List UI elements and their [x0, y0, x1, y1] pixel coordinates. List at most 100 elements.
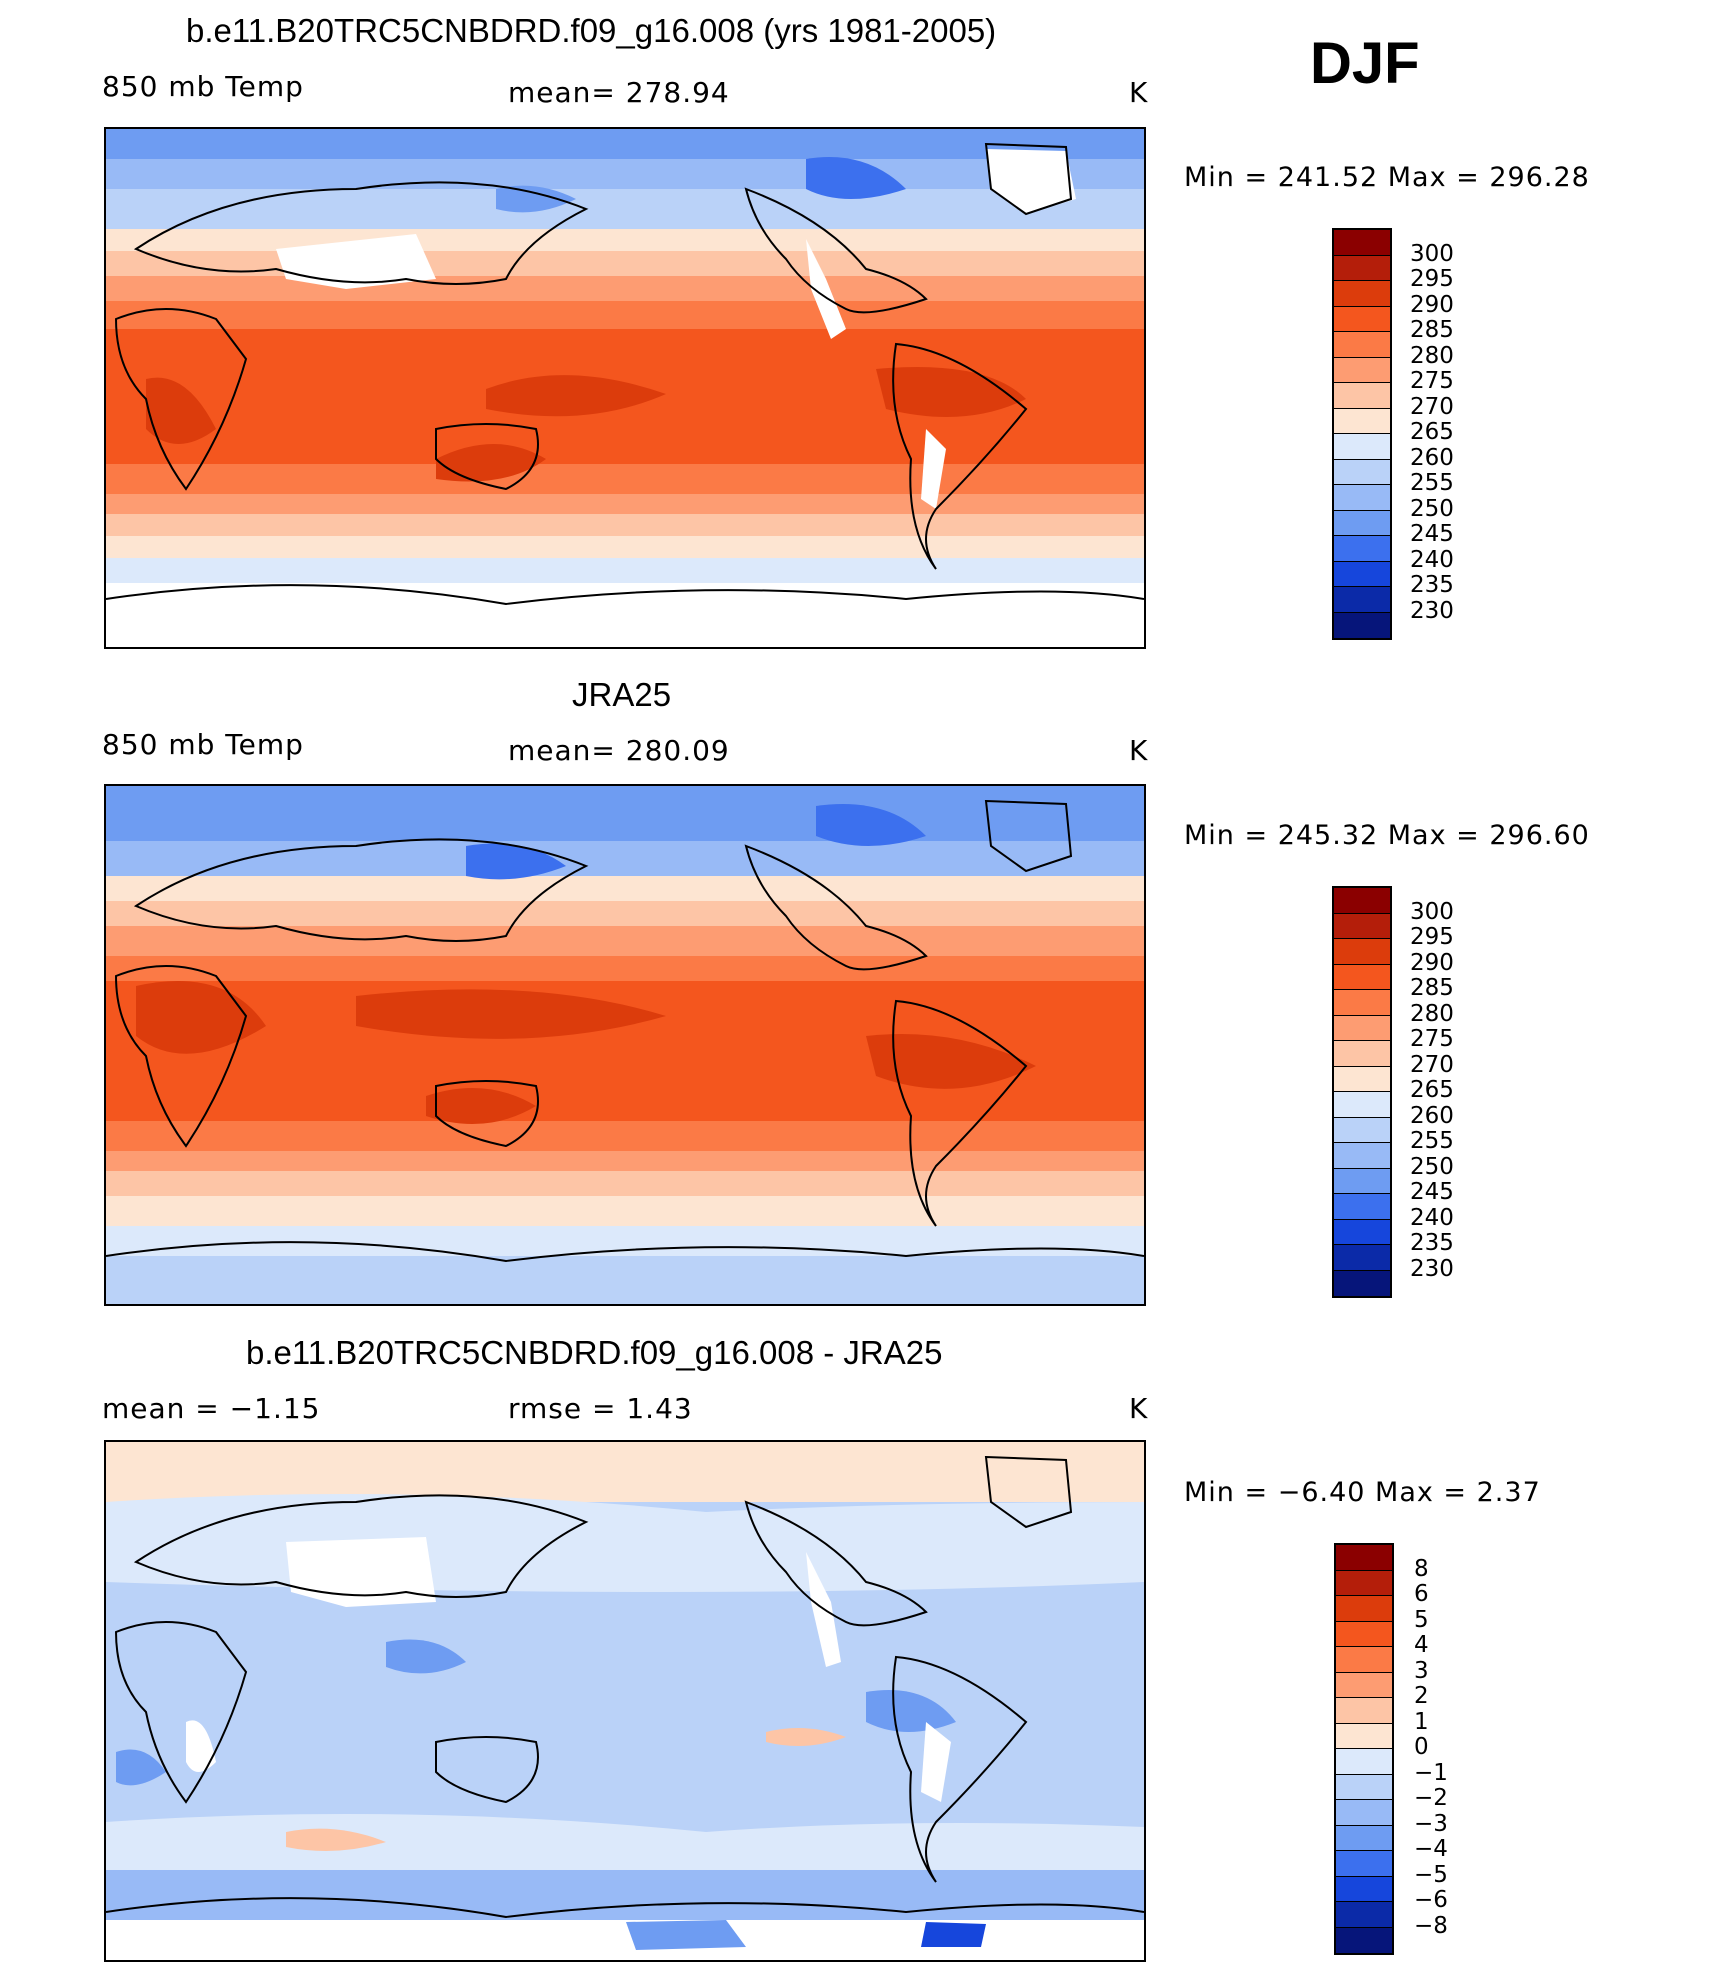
colorbar-tick-label: −8	[1414, 1912, 1448, 1939]
colorbar-box	[1336, 1672, 1392, 1698]
colorbar-tick-label: 245	[1410, 521, 1454, 547]
colorbar-box	[1336, 1596, 1392, 1622]
colorbar-box	[1334, 281, 1390, 307]
colorbar-box	[1336, 1825, 1392, 1851]
colorbar-tick-label: 2	[1414, 1683, 1429, 1709]
colorbar-tick-label: −6	[1414, 1887, 1448, 1913]
panel1-center-label: mean= 278.94	[508, 76, 730, 109]
colorbar-box	[1334, 1015, 1390, 1041]
colorbar-model-boxes	[1334, 230, 1390, 638]
colorbar-tick-label: 300	[1410, 898, 1454, 925]
colorbar-box	[1336, 1774, 1392, 1800]
panel1-left-label: 850 mb Temp	[102, 70, 304, 103]
colorbar-box	[1334, 1041, 1390, 1067]
colorbar-difference	[1334, 1543, 1394, 1955]
colorbar-box	[1334, 913, 1390, 939]
colorbar-box	[1334, 306, 1390, 332]
colorbar-tick-label: 5	[1414, 1606, 1429, 1633]
colorbar-tick-label: 285	[1410, 975, 1454, 1001]
colorbar-tick-label: 260	[1410, 1102, 1454, 1129]
colorbar-box	[1334, 888, 1390, 914]
colorbar-tick-label: 275	[1410, 368, 1454, 394]
colorbar-tick-label: 8	[1414, 1555, 1429, 1582]
colorbar-box	[1334, 1245, 1390, 1271]
colorbar-tick-label: 290	[1410, 291, 1454, 318]
colorbar-tick-label: 6	[1414, 1581, 1429, 1607]
colorbar-tick-label: 1	[1414, 1708, 1429, 1735]
colorbar-box	[1334, 964, 1390, 990]
colorbar-tick-label: 0	[1414, 1734, 1429, 1760]
map-panel-difference	[104, 1440, 1146, 1962]
colorbar-tick-label: 295	[1410, 924, 1454, 950]
colorbar-tick-label: 240	[1410, 546, 1454, 573]
colorbar-tick-label: −4	[1414, 1836, 1448, 1862]
colorbar-box	[1334, 1270, 1390, 1296]
colorbar-box	[1334, 990, 1390, 1016]
colorbar-tick-label: 280	[1410, 1000, 1454, 1027]
colorbar-box	[1336, 1876, 1392, 1902]
colorbar-box	[1334, 939, 1390, 965]
colorbar-box	[1334, 383, 1390, 409]
colorbar-box	[1334, 434, 1390, 460]
colorbar-box	[1336, 1570, 1392, 1596]
colorbar-box	[1334, 459, 1390, 485]
colorbar-box	[1334, 1143, 1390, 1169]
jra25-temperature-map	[106, 786, 1144, 1304]
colorbar-tick-label: 270	[1410, 393, 1454, 420]
colorbar-tick-label: 265	[1410, 419, 1454, 445]
colorbar-box	[1334, 1219, 1390, 1245]
colorbar-box	[1334, 408, 1390, 434]
colorbar-box	[1334, 1168, 1390, 1194]
colorbar-jra25	[1332, 886, 1392, 1298]
colorbar-tick-label: 235	[1410, 572, 1454, 598]
map-panel-model	[104, 127, 1146, 649]
colorbar-tick-label: 295	[1410, 266, 1454, 292]
panel2-right-label: K	[1129, 734, 1149, 767]
colorbar-tick-label: 290	[1410, 949, 1454, 976]
panel1-title: b.e11.B20TRC5CNBDRD.f09_g16.008 (yrs 198…	[186, 12, 997, 49]
colorbar-tick-label: −5	[1414, 1861, 1448, 1888]
colorbar-box	[1336, 1902, 1392, 1928]
panel2-center-label: mean= 280.09	[508, 734, 730, 767]
colorbar-box	[1334, 357, 1390, 383]
colorbar-tick-label: 270	[1410, 1051, 1454, 1078]
colorbar-tick-label: 260	[1410, 444, 1454, 471]
colorbar-tick-label: 300	[1410, 240, 1454, 267]
colorbar-tick-label: 250	[1410, 1153, 1454, 1180]
colorbar-box	[1334, 510, 1390, 536]
panel2-title: JRA25	[572, 676, 672, 713]
colorbar-box	[1334, 1117, 1390, 1143]
colorbar-box	[1336, 1723, 1392, 1749]
colorbar-box	[1336, 1851, 1392, 1877]
colorbar-box	[1334, 230, 1390, 256]
colorbar-box	[1336, 1621, 1392, 1647]
colorbar-tick-label: −3	[1414, 1810, 1448, 1837]
colorbar-box	[1334, 612, 1390, 638]
colorbar-tick-label: 280	[1410, 342, 1454, 369]
colorbar-tick-label: 235	[1410, 1230, 1454, 1256]
panel3-title: b.e11.B20TRC5CNBDRD.f09_g16.008 - JRA25	[246, 1334, 943, 1371]
colorbar-tick-label: 265	[1410, 1077, 1454, 1103]
colorbar-box	[1334, 587, 1390, 613]
colorbar-tick-label: 245	[1410, 1179, 1454, 1205]
panel1-minmax: Min = 241.52 Max = 296.28	[1184, 162, 1590, 193]
colorbar-tick-label: 4	[1414, 1632, 1429, 1658]
colorbar-difference-boxes	[1336, 1545, 1392, 1953]
colorbar-tick-label: 230	[1410, 1255, 1454, 1282]
colorbar-tick-label: 3	[1414, 1657, 1429, 1684]
colorbar-tick-label: 255	[1410, 1128, 1454, 1154]
colorbar-box	[1334, 332, 1390, 358]
panel3-center-label: rmse = 1.43	[508, 1392, 693, 1425]
panel3-right-label: K	[1129, 1392, 1149, 1425]
colorbar-box	[1334, 255, 1390, 281]
colorbar-tick-label: −1	[1414, 1759, 1448, 1786]
colorbar-box	[1334, 485, 1390, 511]
colorbar-tick-label: 250	[1410, 495, 1454, 522]
colorbar-box	[1336, 1749, 1392, 1775]
colorbar-model	[1332, 228, 1392, 640]
colorbar-tick-label: 275	[1410, 1026, 1454, 1052]
colorbar-box	[1334, 1066, 1390, 1092]
model-temperature-map	[106, 129, 1144, 647]
colorbar-tick-label: 240	[1410, 1204, 1454, 1231]
colorbar-box	[1334, 1092, 1390, 1118]
